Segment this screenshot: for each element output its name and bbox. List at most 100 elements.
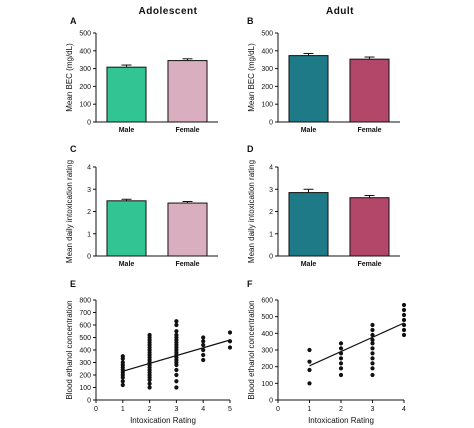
- data-point-f: [401, 312, 407, 318]
- y-tick-label-a: 0: [87, 120, 91, 127]
- y-tick-label-a: 500: [79, 31, 91, 38]
- data-point-f: [307, 381, 312, 386]
- data-point-e: [147, 381, 152, 386]
- data-point-f: [370, 346, 375, 351]
- data-point-f: [401, 317, 407, 323]
- trend-line-f: [309, 322, 405, 367]
- data-point-f: [338, 346, 344, 351]
- y-tick-label-f: 0: [269, 398, 273, 405]
- data-point-e: [174, 372, 179, 378]
- x-tick-label-f: 0: [276, 406, 280, 413]
- bar-c-female: [167, 202, 208, 257]
- y-tick-label-f: 400: [261, 331, 273, 338]
- y-tick-label-c: 2: [87, 209, 91, 216]
- x-tick-label-f: 1: [308, 406, 312, 413]
- y-tick-label-d: 0: [269, 254, 273, 261]
- x-tick-label-c: Male: [119, 261, 135, 268]
- y-tick-label-b: 400: [261, 48, 273, 55]
- bar-a-female: [167, 60, 208, 123]
- y-tick-label-e: 0: [87, 398, 91, 405]
- column-header-adolescent: Adolescent: [138, 6, 198, 17]
- x-axis-title-e: Intoxication Rating: [130, 416, 196, 425]
- panel-label-f: F: [247, 279, 253, 289]
- data-point-f: [338, 361, 344, 366]
- data-point-e: [201, 347, 206, 353]
- y-tick-label-f: 100: [261, 381, 273, 388]
- data-point-e: [201, 357, 206, 363]
- y-tick-label-d: 1: [269, 231, 273, 238]
- y-axis-title-a: Mean BEC (mg/dL): [65, 43, 74, 112]
- y-tick-label-e: 100: [79, 385, 91, 392]
- data-point-e: [120, 379, 125, 384]
- y-axis-title-c: Mean daily intoxication rating: [65, 160, 74, 263]
- y-axis-title-f: Blood ethanol concentration: [247, 300, 256, 399]
- data-point-f: [401, 332, 407, 338]
- x-tick-label-b: Female: [357, 127, 381, 134]
- data-point-f: [370, 341, 375, 346]
- x-tick-label-e: 1: [121, 406, 125, 413]
- data-point-f: [338, 366, 344, 371]
- data-point-e: [174, 367, 179, 373]
- x-tick-label-f: 3: [371, 406, 375, 413]
- panel-label-b: B: [247, 16, 254, 26]
- bar-d-male: [288, 192, 329, 257]
- data-point-f: [338, 341, 344, 346]
- data-point-f: [338, 372, 344, 378]
- data-point-f: [307, 359, 312, 364]
- data-point-e: [174, 385, 179, 390]
- y-tick-label-e: 800: [79, 298, 91, 305]
- y-tick-label-b: 200: [261, 84, 273, 91]
- y-tick-label-a: 300: [79, 66, 91, 73]
- bar-c-male: [106, 200, 147, 257]
- x-tick-label-d: Female: [357, 261, 381, 268]
- y-tick-label-e: 200: [79, 373, 91, 380]
- y-tick-label-d: 4: [269, 165, 273, 172]
- data-point-f: [401, 302, 407, 308]
- y-tick-label-f: 300: [261, 348, 273, 355]
- data-point-e: [227, 345, 233, 350]
- y-tick-label-c: 1: [87, 231, 91, 238]
- y-tick-label-e: 400: [79, 348, 91, 355]
- data-point-e: [120, 360, 125, 365]
- y-tick-label-c: 0: [87, 254, 91, 261]
- data-point-f: [307, 367, 312, 373]
- bar-b-female: [349, 58, 390, 123]
- data-point-f: [370, 351, 375, 356]
- x-tick-label-d: Male: [301, 261, 317, 268]
- y-axis-title-d: Mean daily intoxication rating: [247, 160, 256, 263]
- y-tick-label-b: 0: [269, 120, 273, 127]
- data-point-e: [174, 379, 179, 384]
- y-tick-label-b: 500: [261, 31, 273, 38]
- column-header-adult: Adult: [325, 6, 355, 17]
- data-point-f: [370, 356, 375, 361]
- y-tick-label-a: 100: [79, 102, 91, 109]
- data-point-e: [120, 382, 125, 388]
- panel-label-a: A: [70, 16, 77, 26]
- data-point-e: [201, 352, 206, 358]
- y-axis-title-e: Blood ethanol concentration: [65, 300, 74, 399]
- bar-a-male: [106, 66, 147, 123]
- y-tick-label-d: 2: [269, 209, 273, 216]
- data-point-f: [370, 361, 375, 366]
- y-tick-label-e: 500: [79, 335, 91, 342]
- data-point-e: [174, 332, 179, 338]
- y-tick-label-c: 3: [87, 187, 91, 194]
- data-point-e: [201, 339, 206, 344]
- y-tick-label-f: 500: [261, 314, 273, 321]
- panel-label-e: E: [70, 279, 76, 289]
- panel-label-d: D: [247, 144, 254, 154]
- data-point-e: [201, 335, 206, 340]
- data-point-e: [147, 332, 152, 338]
- x-tick-label-e: 5: [228, 406, 232, 413]
- y-tick-label-c: 4: [87, 165, 91, 172]
- x-tick-label-e: 4: [201, 406, 205, 413]
- data-point-f: [401, 307, 407, 313]
- panel-label-c: C: [70, 144, 77, 154]
- data-point-f: [370, 327, 375, 333]
- y-tick-label-b: 100: [261, 102, 273, 109]
- data-point-f: [401, 327, 407, 333]
- y-axis-title-b: Mean BEC (mg/dL): [247, 43, 256, 112]
- x-tick-label-a: Female: [175, 127, 199, 134]
